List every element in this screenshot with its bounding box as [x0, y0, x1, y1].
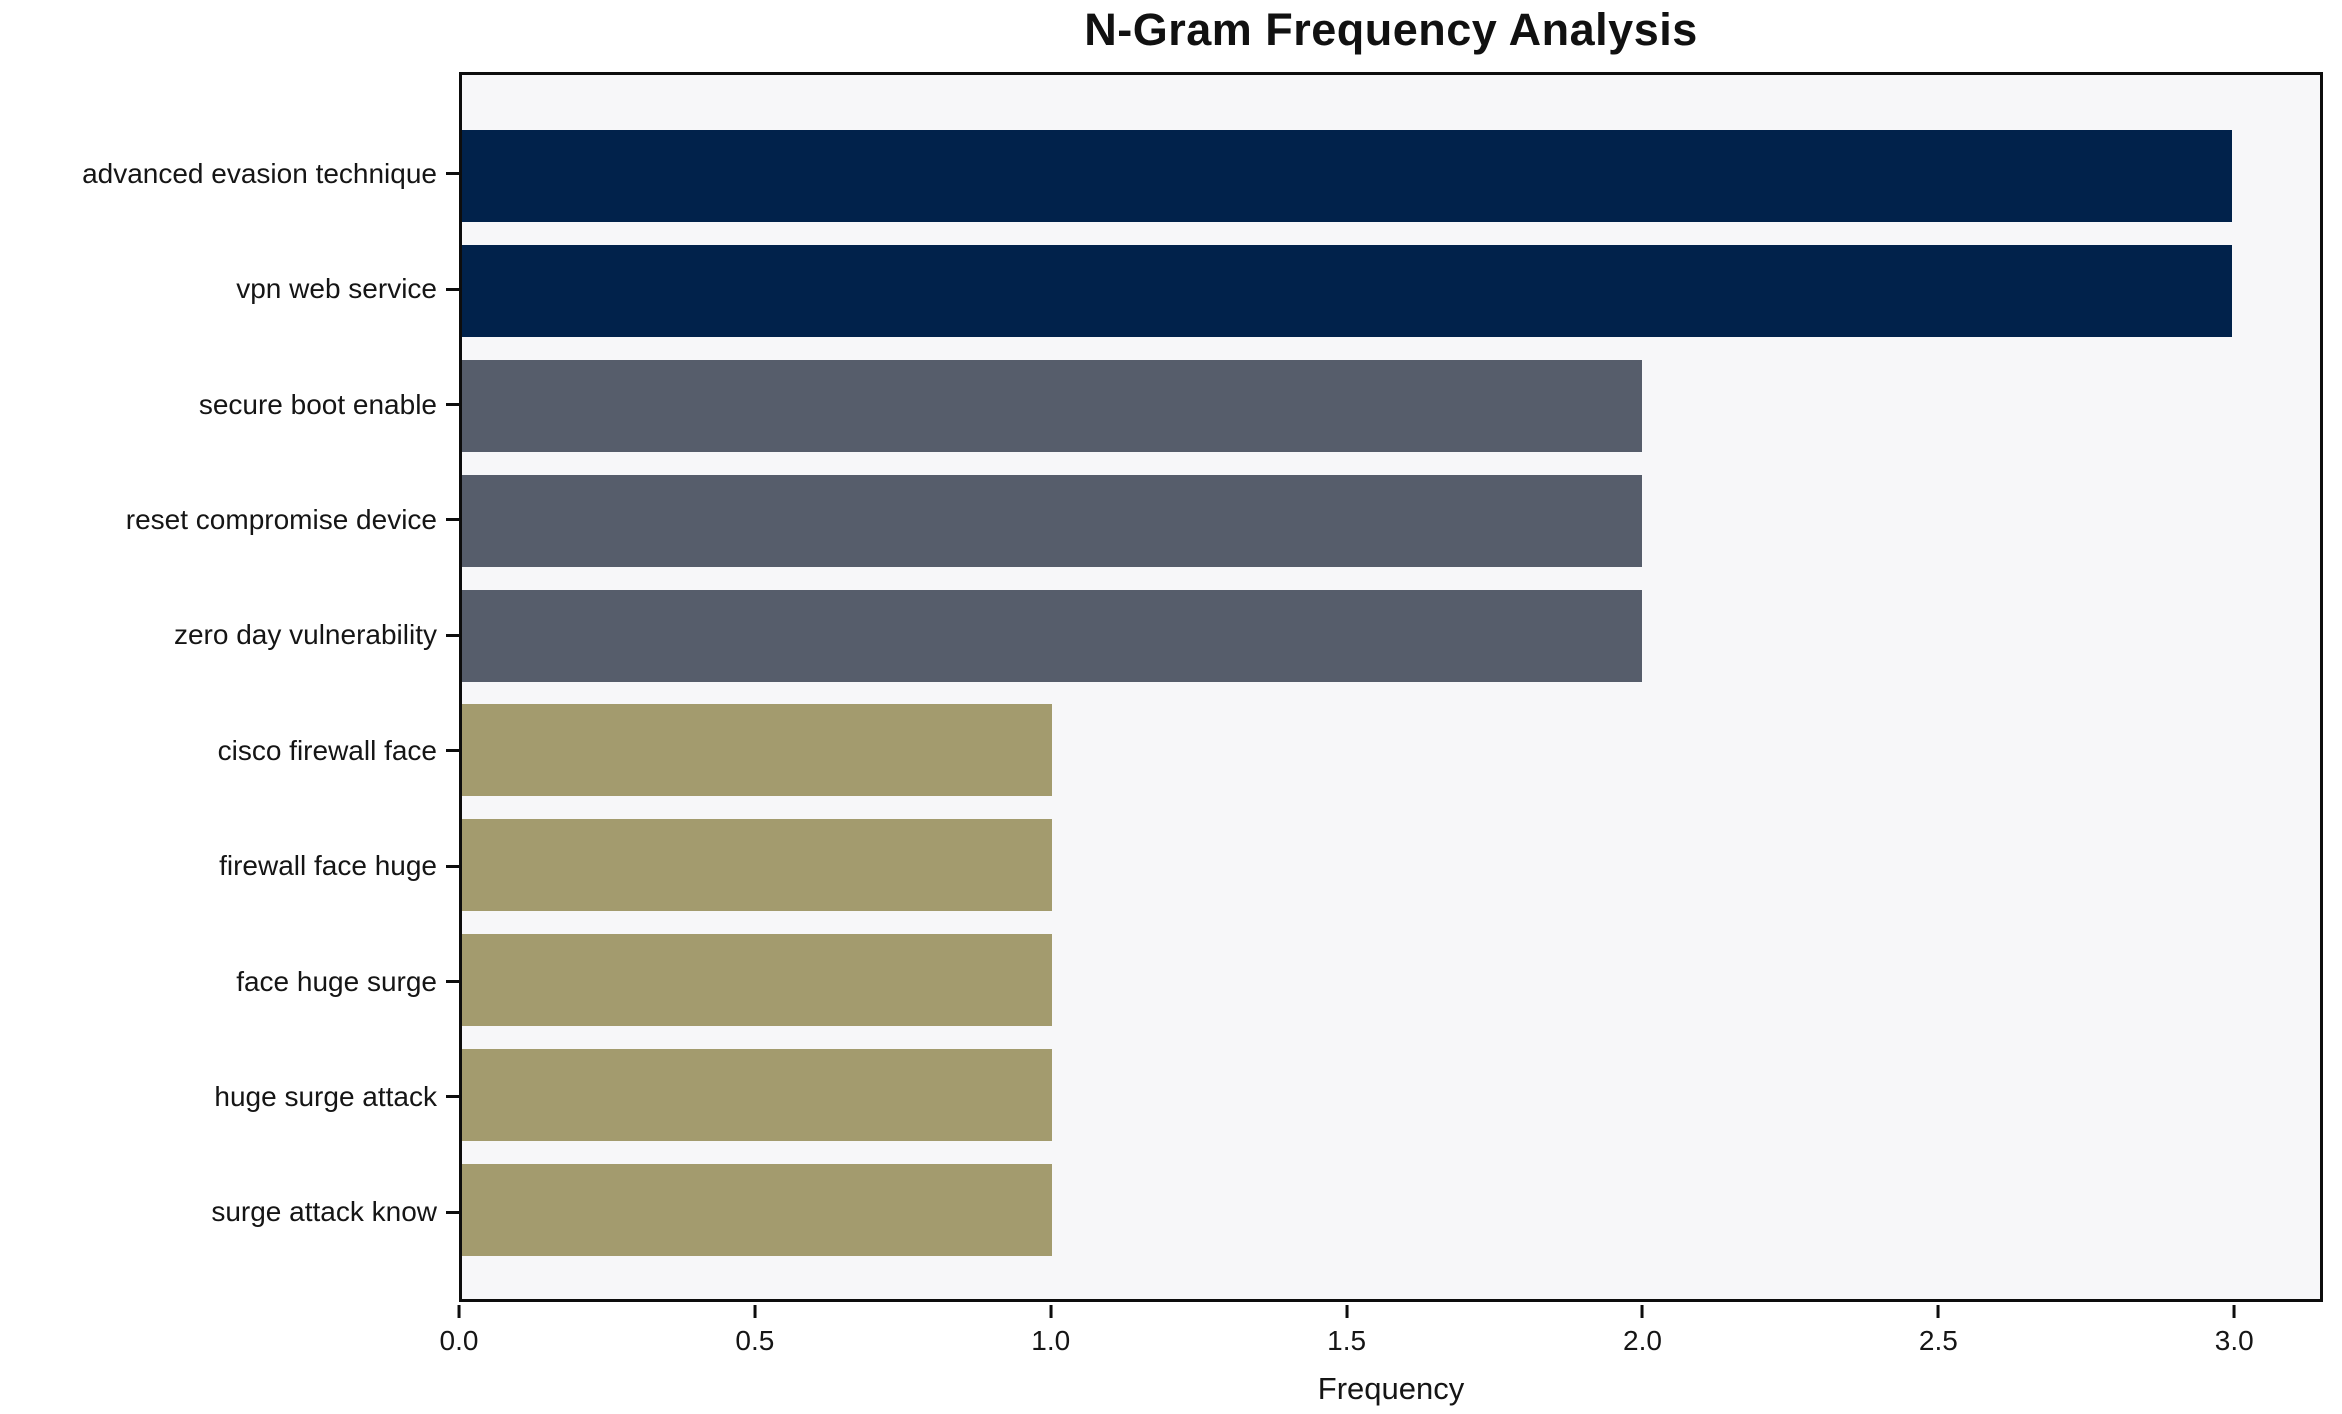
y-axis-label: reset compromise device — [125, 503, 437, 535]
bar-row — [462, 808, 2320, 923]
bar — [462, 1163, 1052, 1256]
x-tick: 1.5 — [1327, 1305, 1366, 1357]
x-tick-mark — [457, 1305, 461, 1318]
y-tick-mark — [446, 403, 459, 407]
y-axis-label: zero day vulnerability — [173, 619, 437, 651]
x-tick-label: 2.0 — [1623, 1325, 1662, 1356]
x-tick: 1.0 — [1031, 1305, 1070, 1357]
bar — [462, 359, 1642, 452]
bar — [462, 589, 1642, 682]
bar-row — [462, 1152, 2320, 1267]
bar-row — [462, 1037, 2320, 1152]
x-tick-mark — [1345, 1305, 1349, 1318]
y-tick-mark — [446, 633, 459, 637]
x-tick: 2.5 — [1919, 1305, 1958, 1357]
bar — [462, 245, 2232, 338]
y-axis-label: face huge surge — [236, 965, 437, 997]
y-tick-mark — [446, 1210, 459, 1214]
chart-title: N-Gram Frequency Analysis — [1084, 4, 1698, 55]
bar — [462, 933, 1052, 1026]
x-tick-mark — [1936, 1305, 1940, 1318]
y-label-row: advanced evasion technique — [0, 116, 459, 231]
bar-row — [462, 923, 2320, 1038]
x-axis-title: Frequency — [1317, 1371, 1465, 1406]
y-axis-label: secure boot enable — [198, 388, 437, 420]
bar — [462, 704, 1052, 797]
bar — [462, 819, 1052, 912]
y-label-row: reset compromise device — [0, 462, 459, 577]
x-tick-label: 3.0 — [2214, 1325, 2254, 1356]
y-label-row: firewall face huge — [0, 808, 459, 923]
x-tick: 0.5 — [735, 1305, 774, 1357]
y-axis-label: advanced evasion technique — [82, 157, 437, 189]
bar-row — [462, 693, 2320, 808]
y-tick-mark — [446, 864, 459, 868]
x-tick-label: 0.0 — [439, 1325, 479, 1356]
x-tick-label: 1.5 — [1327, 1325, 1367, 1356]
x-tick-mark — [753, 1305, 757, 1318]
x-tick-label: 2.5 — [1918, 1325, 1958, 1356]
y-tick-mark — [446, 172, 459, 176]
y-tick-mark — [446, 749, 459, 753]
x-tick-label: 1.0 — [1031, 1325, 1071, 1356]
y-axis-label: surge attack know — [211, 1196, 437, 1228]
y-label-row: secure boot enable — [0, 347, 459, 462]
bar-row — [462, 119, 2320, 234]
x-tick: 2.0 — [1623, 1305, 1662, 1357]
y-label-row: face huge surge — [0, 924, 459, 1039]
y-axis-labels: advanced evasion technique vpn web servic… — [0, 72, 459, 1302]
x-tick: 0.0 — [439, 1305, 479, 1357]
y-axis-label: firewall face huge — [219, 850, 437, 882]
y-label-row: surge attack know — [0, 1155, 459, 1270]
x-tick-mark — [1640, 1305, 1644, 1318]
bar-rows — [462, 75, 2320, 1299]
y-tick-mark — [446, 518, 459, 522]
x-tick-mark — [1049, 1305, 1053, 1318]
y-axis-label: cisco firewall face — [217, 734, 437, 766]
y-label-row: vpn web service — [0, 231, 459, 346]
y-label-row: cisco firewall face — [0, 693, 459, 808]
y-axis-label: vpn web service — [236, 273, 437, 305]
x-axis: Frequency 0.0 0.5 1.0 1.5 2.0 2.5 3.0 — [440, 1305, 2323, 1414]
x-tick: 3.0 — [2215, 1305, 2254, 1357]
bar — [462, 1048, 1052, 1141]
y-tick-mark — [446, 980, 459, 984]
y-tick-mark — [446, 287, 459, 291]
bar-row — [462, 578, 2320, 693]
y-label-row: zero day vulnerability — [0, 578, 459, 693]
y-label-row: huge surge attack — [0, 1039, 459, 1154]
bar-row — [462, 234, 2320, 349]
x-tick-mark — [2232, 1305, 2236, 1318]
y-axis-label: huge surge attack — [214, 1080, 437, 1112]
bar — [462, 130, 2232, 223]
x-tick-label: 0.5 — [735, 1325, 775, 1356]
bar — [462, 474, 1642, 567]
plot-area — [459, 72, 2323, 1302]
y-tick-mark — [446, 1095, 459, 1099]
bar-row — [462, 463, 2320, 578]
bar-row — [462, 349, 2320, 464]
